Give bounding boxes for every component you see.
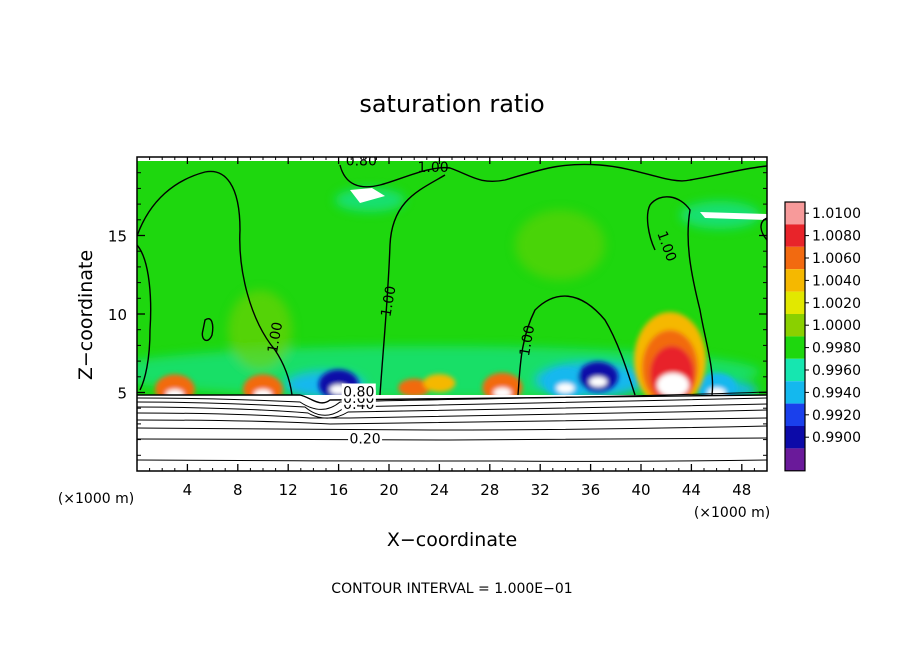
colorbar-swatch xyxy=(785,269,805,292)
y-tick-label: 10 xyxy=(108,306,127,324)
contour-label-text: 1.00 xyxy=(265,321,286,354)
colorbar-level-label: 1.0040 xyxy=(812,273,861,289)
contour-label: 1.00 xyxy=(378,285,399,318)
colorbar: 1.0100 1.0080 1.0060 1.0040 1.0020 1.0000 0.99… xyxy=(784,201,861,472)
contour-100-right xyxy=(646,196,714,396)
contour-label-text: 1.00 xyxy=(418,160,449,176)
x-axis: 4 8 12 16 20 24 28 32 36 40 44 48 xyxy=(149,157,755,499)
contour-label-bg xyxy=(348,430,383,446)
plume-white-top xyxy=(657,373,689,397)
colorbar-level-label: 1.0060 xyxy=(812,251,861,267)
contour-label: 0.80 xyxy=(346,154,377,170)
contour-label-text: 0.80 xyxy=(343,385,374,401)
colorbar-swatch xyxy=(785,224,805,247)
contour-surface-edge xyxy=(137,394,767,404)
x-tick-label: 24 xyxy=(430,481,449,499)
y-tick-label: 5 xyxy=(117,385,127,403)
colorbar-swatch xyxy=(785,291,805,314)
contour-label-text: 1.00 xyxy=(517,324,538,357)
colorbar-level-label: 0.9960 xyxy=(812,363,861,379)
x-tick-label: 40 xyxy=(631,481,650,499)
colorbar-swatch xyxy=(785,336,805,359)
contour-label-bg xyxy=(341,383,376,399)
plot-area: 0.200.400.600.800.801.001.001.001.001.00 xyxy=(137,154,767,471)
contour-100-left xyxy=(137,170,293,396)
colorbar-level-label: 1.0100 xyxy=(812,206,861,222)
x-unit-label: (×1000 m) xyxy=(694,505,770,521)
contour-100-left-edge xyxy=(137,244,152,391)
x-tick-label: 8 xyxy=(233,481,243,499)
colorbar-swatch xyxy=(785,403,805,426)
colorbar-level-label: 0.9920 xyxy=(812,408,861,424)
surface-anomaly xyxy=(423,374,456,393)
white-streak xyxy=(350,188,385,203)
colorbar-swatch xyxy=(785,246,805,270)
contour-label-text: 1.00 xyxy=(378,285,399,318)
contour-interval-footer: CONTOUR INTERVAL = 1.000E−01 xyxy=(331,581,572,597)
contour-label: 1.00 xyxy=(265,321,286,354)
x-tick-label: 4 xyxy=(183,481,193,499)
contour-100-right-mid xyxy=(517,295,636,396)
y-tick-label: 15 xyxy=(108,228,127,246)
chart-title: saturation ratio xyxy=(359,90,544,118)
contour-100-small-loop xyxy=(201,318,214,342)
colorbar-level-label: 0.9980 xyxy=(812,341,861,357)
x-tick-label: 28 xyxy=(480,481,499,499)
colorbar-swatch xyxy=(785,358,805,382)
y-axis: 5 10 15 xyxy=(108,172,767,456)
z-unit-label: (×1000 m) xyxy=(58,491,134,507)
x-tick-label: 44 xyxy=(682,481,701,499)
contour-100-center xyxy=(379,174,446,396)
x-tick-label: 20 xyxy=(379,481,398,499)
colorbar-swatch xyxy=(785,381,805,404)
x-tick-label: 36 xyxy=(581,481,600,499)
contour-label: 1.00 xyxy=(418,160,449,176)
contour-right-edge xyxy=(760,217,767,241)
contour-label: 0.20 xyxy=(348,430,383,448)
surface-anomaly xyxy=(398,378,431,397)
plume-40-45 xyxy=(634,312,706,408)
contour-label: 0.80 xyxy=(341,383,376,401)
colorbar-level-label: 0.9900 xyxy=(812,430,861,446)
white-streak xyxy=(700,212,767,220)
x-tick-label: 16 xyxy=(329,481,348,499)
colorbar-swatch xyxy=(785,448,805,471)
contour-label: 1.00 xyxy=(517,324,538,357)
yellow-green-patch xyxy=(228,290,292,370)
x-tick-label: 12 xyxy=(279,481,298,499)
colorbar-level-label: 1.0020 xyxy=(812,296,861,312)
y-axis-label: Z−coordinate xyxy=(75,250,97,380)
x-axis-label: X−coordinate xyxy=(387,529,517,551)
dry-layer xyxy=(137,395,767,471)
contour-100-top xyxy=(339,163,767,188)
colorbar-swatch xyxy=(785,202,805,225)
contour-labels: 0.200.400.600.800.801.001.001.001.001.00 xyxy=(265,154,679,448)
x-tick-label: 48 xyxy=(732,481,751,499)
contour-label-text: 0.80 xyxy=(346,154,377,170)
colorbar-frame xyxy=(784,201,806,472)
colorbar-swatch xyxy=(785,314,805,337)
colorbar-level-label: 1.0000 xyxy=(812,318,861,334)
colorbar-level-label: 0.9940 xyxy=(812,385,861,401)
yellow-green-patch xyxy=(515,210,605,280)
x-tick-label: 32 xyxy=(531,481,550,499)
surface-anomaly-core xyxy=(589,376,608,387)
contour-label-text: 0.20 xyxy=(349,432,380,448)
surface-anomaly-core xyxy=(556,383,575,394)
colorbar-swatch xyxy=(785,426,805,449)
colorbar-level-label: 1.0080 xyxy=(812,229,861,245)
